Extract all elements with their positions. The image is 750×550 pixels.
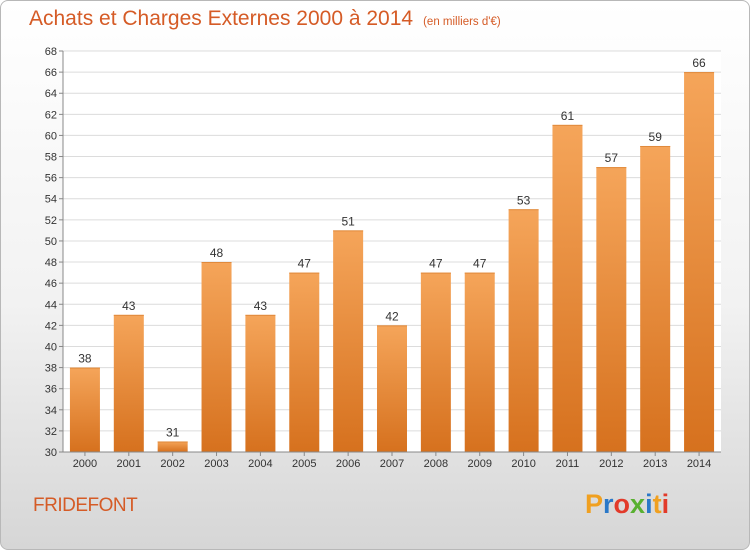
- y-tick-label: 32: [45, 426, 57, 438]
- x-tick-label-2014: 2014: [687, 458, 711, 470]
- x-tick-label-2009: 2009: [467, 458, 491, 470]
- bar-2004: [245, 314, 276, 452]
- logo-letter: x: [630, 489, 646, 519]
- place-name: FRIDEFONT: [33, 495, 138, 516]
- data-label-2014: 66: [692, 56, 706, 70]
- x-tick-label-2011: 2011: [556, 458, 580, 470]
- x-tick-label-2003: 2003: [204, 458, 228, 470]
- x-tick-label-2012: 2012: [599, 458, 623, 470]
- y-tick-label: 62: [45, 109, 57, 121]
- y-tick-label: 40: [45, 341, 57, 353]
- bar-2008: [420, 272, 451, 452]
- bar-2007: [377, 325, 407, 452]
- bar-2009: [464, 272, 495, 452]
- x-tick-label-2008: 2008: [424, 458, 448, 470]
- y-tick-label: 30: [45, 447, 57, 459]
- bar-2010: [508, 209, 539, 452]
- bar-2013: [640, 145, 671, 452]
- logo-letter: i: [645, 489, 653, 519]
- axes: 30 32 34 36 38 40 42 44 46 48 50 52 54 56 58 60 62 64 66 68…: [45, 46, 721, 470]
- bar-2011: [552, 124, 583, 453]
- data-label-2001: 43: [122, 299, 136, 313]
- y-tick-label: 46: [45, 278, 57, 290]
- bar-2006: [333, 230, 364, 452]
- bar-2005: [289, 272, 320, 452]
- y-tick-label: 68: [45, 46, 57, 58]
- data-label-2002: 31: [166, 425, 180, 439]
- y-tick-label: 34: [45, 405, 57, 417]
- data-label-2008: 47: [429, 257, 443, 271]
- x-tick-label-2005: 2005: [292, 458, 316, 470]
- x-tick-label-2013: 2013: [643, 458, 667, 470]
- data-label-2000: 38: [78, 352, 92, 366]
- data-label-2007: 42: [385, 309, 399, 323]
- y-tick-label: 54: [45, 194, 57, 206]
- x-tick-label-2000: 2000: [73, 458, 97, 470]
- y-tick-label: 64: [45, 88, 57, 100]
- chart-title: Achats et Charges Externes 2000 à 2014 (e…: [29, 7, 501, 31]
- bars: 38 43 31 48 43 47 51 42 47 47 53 61 57 59 66: [69, 56, 715, 453]
- y-tick-label: 36: [45, 384, 57, 396]
- logo-letter: P: [585, 489, 604, 519]
- data-label-2009: 47: [473, 257, 487, 271]
- x-tick-label-2010: 2010: [511, 458, 535, 470]
- bar-2012: [596, 167, 627, 452]
- bar-2002: [157, 441, 188, 452]
- logo-letter: r: [603, 489, 614, 519]
- bar-2001: [113, 314, 144, 452]
- logo-letter: o: [613, 489, 631, 519]
- x-tick-label-2006: 2006: [336, 458, 360, 470]
- y-tick-label: 52: [45, 215, 57, 227]
- x-tick-label-2007: 2007: [380, 458, 404, 470]
- data-label-2013: 59: [649, 130, 663, 144]
- data-label-2004: 43: [254, 299, 268, 313]
- logo-letter: t: [652, 489, 662, 519]
- data-label-2012: 57: [605, 151, 619, 165]
- y-tick-label: 60: [45, 130, 57, 142]
- proxiti-logo: Proxiti: [585, 489, 669, 520]
- data-label-2005: 47: [298, 257, 312, 271]
- x-tick-label-2001: 2001: [117, 458, 141, 470]
- bar-2003: [201, 262, 232, 452]
- chart-title-text: Achats et Charges Externes 2000 à 2014: [29, 7, 414, 30]
- x-tick-label-2002: 2002: [160, 458, 184, 470]
- chart-unit-note: (en milliers d'€): [423, 16, 501, 28]
- y-tick-label: 48: [45, 257, 57, 269]
- data-label-2010: 53: [517, 193, 531, 207]
- y-tick-label: 38: [45, 363, 57, 375]
- bar-2014: [684, 72, 715, 453]
- y-tick-label: 56: [45, 173, 57, 185]
- bar-2000: [69, 367, 100, 452]
- logo-letter: i: [661, 489, 670, 519]
- y-tick-label: 58: [45, 152, 57, 164]
- x-tick-label-2004: 2004: [248, 458, 272, 470]
- data-label-2006: 51: [341, 214, 355, 228]
- y-tick-label: 50: [45, 236, 57, 248]
- y-tick-label: 66: [45, 67, 57, 79]
- y-tick-label: 42: [45, 320, 57, 332]
- y-tick-label: 44: [45, 299, 57, 311]
- data-label-2003: 48: [210, 246, 224, 260]
- data-label-2011: 61: [561, 109, 575, 123]
